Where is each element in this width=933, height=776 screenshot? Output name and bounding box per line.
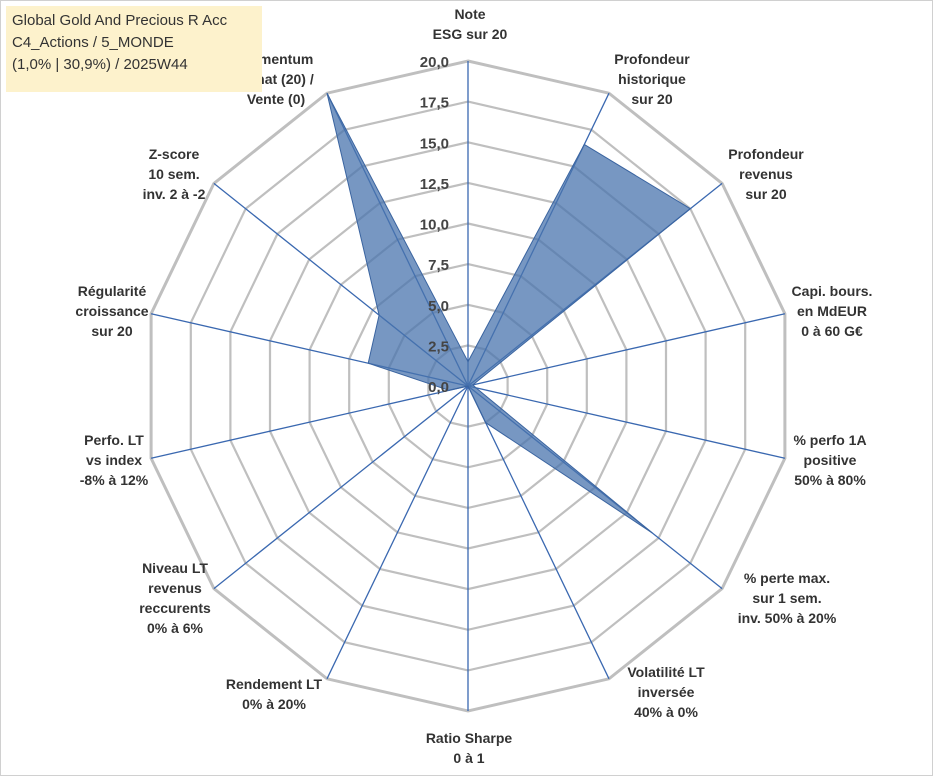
axis-label-3: Capi. bours. en MdEUR 0 à 60 G€ <box>792 283 873 339</box>
tick-label: 15,0 <box>420 135 449 152</box>
spoke-8 <box>326 385 469 680</box>
fund-period: (1,0% | 30,9%) / 2025W44 <box>12 56 188 73</box>
radial-tick-labels: 0,0 2,5 5,0 7,5 10,0 12,5 15,0 17,5 20,0 <box>420 54 449 396</box>
spoke-9 <box>213 385 469 590</box>
axis-label-6: Volatilité LT inversée 40% à 0% <box>627 664 705 720</box>
tick-label: 2,5 <box>428 338 449 355</box>
spoke-4 <box>467 385 786 459</box>
spoke-3 <box>467 313 786 387</box>
tick-label: 20,0 <box>420 54 449 71</box>
fund-name: Global Gold And Precious R Acc <box>12 12 228 29</box>
tick-label: 12,5 <box>420 176 449 193</box>
series-area <box>326 92 692 534</box>
tick-label: 0,0 <box>428 379 449 396</box>
axis-label-7: Ratio Sharpe 0 à 1 <box>426 730 513 766</box>
axis-label-5: % perte max. sur 1 sem. inv. 50% à 20% <box>738 570 837 626</box>
spoke-10 <box>150 385 469 459</box>
spoke-6 <box>467 385 610 680</box>
axis-labels: Note ESG sur 20 Profondeur historique sur 20… <box>75 6 872 766</box>
axis-label-8: Rendement LT 0% à 20% <box>226 676 323 712</box>
axis-label-11: Régularité croissance sur 20 <box>75 283 148 339</box>
tick-label: 10,0 <box>420 217 449 234</box>
axis-label-0: Note ESG sur 20 <box>433 6 508 42</box>
chart-title-box: Global Gold And Precious R Acc C4_Action… <box>6 6 262 92</box>
axis-label-10: Perfo. LT vs index -8% à 12% <box>80 432 149 488</box>
axis-label-9: Niveau LT revenus reccurents 0% à 6% <box>139 560 211 636</box>
fund-category: C4_Actions / 5_MONDE <box>12 34 174 51</box>
tick-label: 17,5 <box>420 95 449 112</box>
tick-label: 5,0 <box>428 298 449 315</box>
tick-label: 7,5 <box>428 257 449 274</box>
radar-series <box>326 92 692 534</box>
axis-label-12: Z-score 10 sem. inv. 2 à -2 <box>143 146 206 202</box>
axis-label-1: Profondeur historique sur 20 <box>614 51 690 107</box>
axis-label-4: % perfo 1A positive 50% à 80% <box>793 432 866 488</box>
axis-label-2: Profondeur revenus sur 20 <box>728 146 804 202</box>
